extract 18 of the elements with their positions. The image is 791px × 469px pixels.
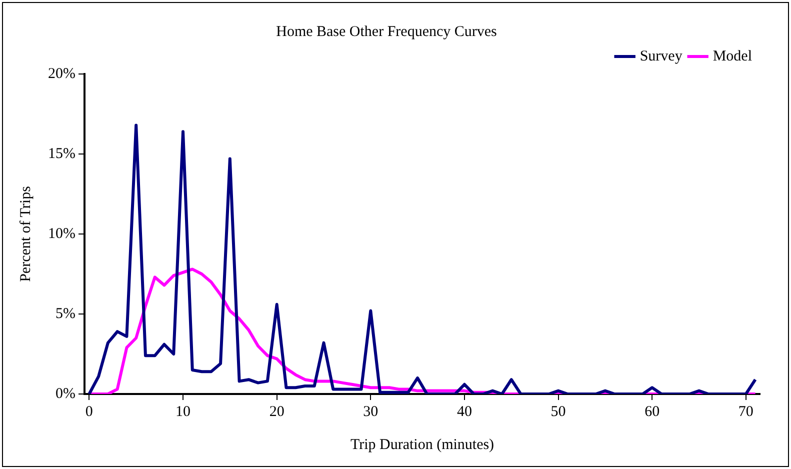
x-tick-label: 70 [738, 404, 754, 420]
y-tick-label: 5% [55, 306, 76, 322]
y-tick-label: 0% [55, 386, 76, 402]
legend-label: Model [712, 48, 752, 64]
legend-label: Survey [640, 48, 683, 64]
y-tick-label: 20% [48, 66, 76, 82]
x-tick-label: 60 [644, 404, 660, 420]
x-tick-label: 20 [269, 404, 284, 420]
x-axis-title: Trip Duration (minutes) [350, 436, 494, 453]
x-tick-label: 0 [85, 404, 93, 420]
y-axis-title: Percent of Trips [18, 186, 34, 282]
x-tick-label: 30 [363, 404, 378, 420]
x-tick-label: 40 [456, 404, 472, 420]
chart-title: Home Base Other Frequency Curves [276, 24, 498, 40]
x-tick-label: 10 [176, 404, 191, 420]
y-tick-label: 15% [48, 146, 76, 162]
y-tick-label: 10% [48, 226, 76, 242]
x-tick-label: 50 [550, 404, 566, 420]
